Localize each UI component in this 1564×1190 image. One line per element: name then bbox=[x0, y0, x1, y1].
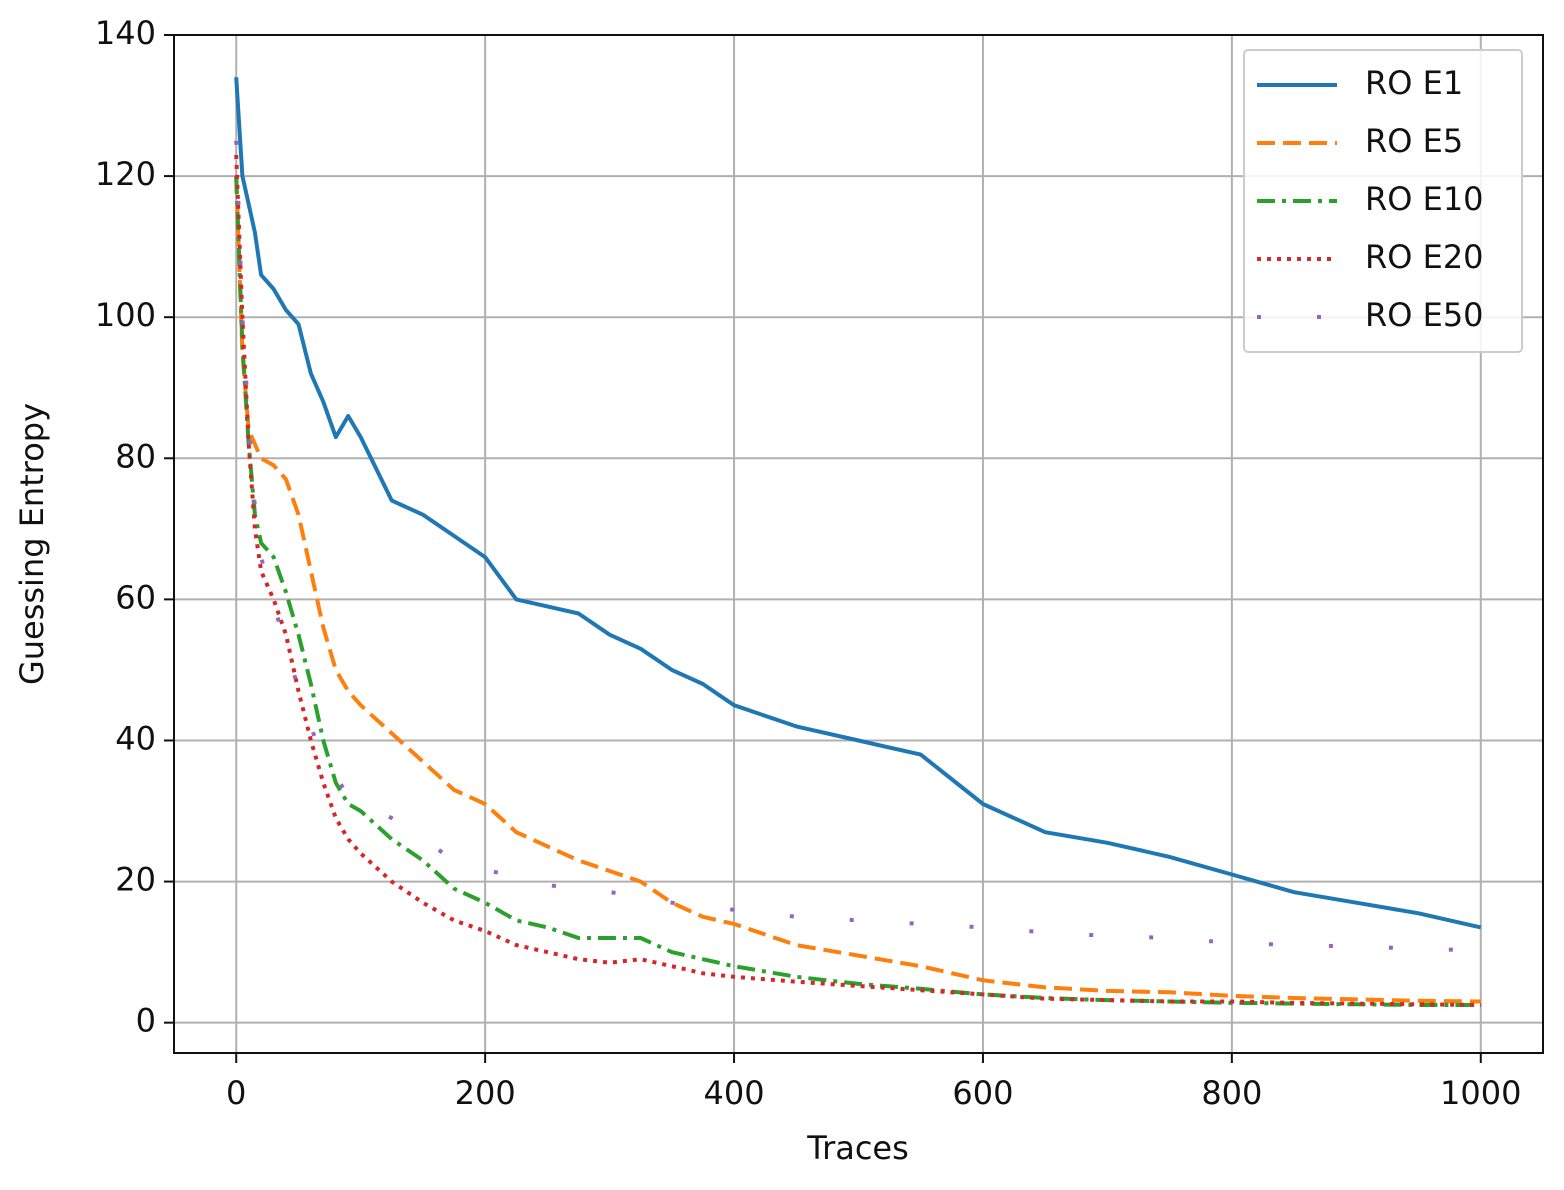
x-tick-label: 0 bbox=[226, 1074, 246, 1112]
series-line bbox=[234, 154, 1481, 1007]
y-tick-label: 100 bbox=[95, 296, 156, 334]
x-tick-label: 800 bbox=[1201, 1074, 1262, 1112]
x-tick-label: 1000 bbox=[1440, 1074, 1521, 1112]
y-tick-label: 120 bbox=[95, 155, 156, 193]
y-tick-label: 40 bbox=[115, 719, 156, 757]
x-tick-label: 400 bbox=[704, 1074, 765, 1112]
series-line bbox=[234, 176, 1481, 1004]
legend: RO E1 RO E5 RO E10 RO E20 RO E50 bbox=[1243, 49, 1523, 353]
x-tick-label: 600 bbox=[952, 1074, 1013, 1112]
x-tick-label: 200 bbox=[455, 1074, 516, 1112]
legend-label: RO E10 bbox=[1365, 180, 1484, 218]
y-tick-label: 80 bbox=[115, 437, 156, 475]
plot-frame bbox=[173, 34, 1544, 1054]
legend-label: RO E5 bbox=[1365, 122, 1463, 160]
y-axis-label: Guessing Entropy bbox=[13, 403, 51, 685]
y-tick-label: 20 bbox=[115, 861, 156, 899]
series-line bbox=[234, 176, 1481, 1007]
y-tick-label: 60 bbox=[115, 578, 156, 616]
x-axis-label: Traces bbox=[806, 1129, 909, 1167]
legend-label: RO E50 bbox=[1365, 296, 1484, 334]
y-tick-label: 140 bbox=[95, 14, 156, 52]
legend-box bbox=[1243, 49, 1523, 353]
y-tick-label: 0 bbox=[136, 1002, 156, 1040]
legend-label: RO E1 bbox=[1365, 64, 1463, 102]
legend-label: RO E20 bbox=[1365, 238, 1484, 276]
series-line bbox=[234, 77, 1482, 930]
